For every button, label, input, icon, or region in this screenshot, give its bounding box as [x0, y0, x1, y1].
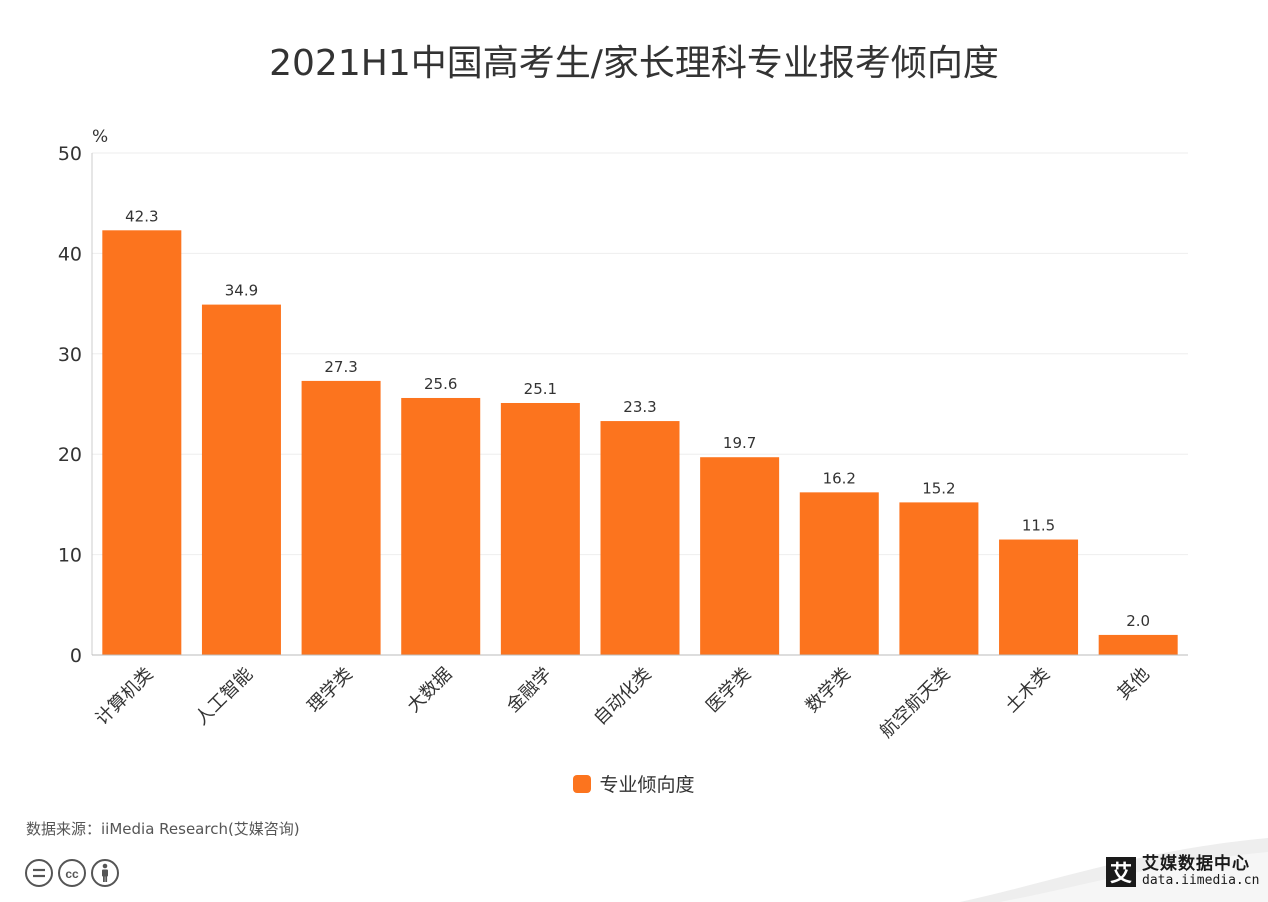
value-labels: 42.3 34.9 27.3 25.6 25.1 23.3 19.7 16.2 15.2 11.5…	[125, 207, 1150, 630]
value-label: 42.3	[125, 207, 158, 225]
x-tick-label: 计算机类	[92, 664, 158, 730]
x-tick-label: 数学类	[802, 664, 855, 717]
logo-url: data.iimedia.cn	[1142, 872, 1260, 888]
y-axis-ticks: 0 10 20 30 40 50	[58, 143, 82, 667]
x-tick-label: 金融学	[503, 664, 556, 717]
x-tick-label: 大数据	[403, 664, 456, 717]
legend-swatch	[573, 774, 592, 793]
bar	[999, 539, 1079, 655]
svg-text:cc: cc	[65, 867, 79, 881]
value-label: 27.3	[324, 358, 357, 376]
y-axis-unit: %	[92, 127, 108, 147]
brand-logo: 艾 艾媒数据中心 data.iimedia.cn	[1106, 854, 1260, 888]
value-label: 23.3	[623, 398, 656, 416]
x-tick-label: 其他	[1113, 664, 1153, 704]
legend: 专业倾向度	[0, 770, 1268, 797]
legend-label: 专业倾向度	[599, 774, 695, 796]
value-label: 25.6	[424, 375, 457, 393]
value-label: 34.9	[225, 282, 258, 300]
value-label: 11.5	[1022, 517, 1055, 535]
logo-name: 艾媒数据中心	[1142, 854, 1250, 874]
value-label: 15.2	[922, 479, 955, 497]
y-tick-label: 0	[70, 645, 82, 667]
value-label: 16.2	[823, 469, 856, 487]
bar	[1098, 634, 1178, 655]
y-tick-label: 50	[58, 143, 82, 165]
y-tick-label: 40	[58, 243, 82, 265]
license-icons: cc	[25, 859, 119, 887]
person-icon	[91, 859, 119, 887]
x-tick-label: 自动化类	[590, 664, 656, 730]
x-tick-label: 理学类	[304, 664, 357, 717]
bar	[301, 380, 381, 655]
x-tick-label: 航空航天类	[876, 664, 954, 742]
cc-icon: cc	[58, 859, 86, 887]
equals-icon	[25, 859, 53, 887]
x-tick-label: 土木类	[1001, 664, 1054, 717]
bar	[401, 397, 481, 655]
bar	[102, 230, 182, 656]
bar	[700, 457, 780, 655]
logo-mark-icon: 艾	[1106, 856, 1136, 887]
y-tick-label: 20	[58, 444, 82, 466]
value-label: 25.1	[524, 380, 557, 398]
bar	[201, 304, 281, 655]
x-axis-labels: 计算机类 人工智能 理学类 大数据 金融学 自动化类 医学类 数学类 航空航天类 土木类 其他	[92, 664, 1154, 742]
bar	[500, 402, 580, 655]
bar	[899, 502, 979, 655]
y-tick-label: 10	[58, 545, 82, 567]
source-note: 数据来源：iiMedia Research(艾媒咨询)	[26, 820, 300, 838]
bar	[799, 492, 879, 655]
y-tick-label: 30	[58, 344, 82, 366]
x-tick-label: 人工智能	[191, 664, 257, 730]
chart-title: 2021H1中国高考生/家长理科专业报考倾向度	[269, 43, 999, 84]
value-label: 19.7	[723, 434, 756, 452]
bar	[600, 421, 680, 655]
bar-chart: % 0 10 20 30 40 50 42.3 34.9 27.3 25.6 25.1 23.3 19…	[58, 127, 1188, 742]
value-label: 2.0	[1126, 612, 1150, 630]
x-tick-label: 医学类	[702, 664, 755, 717]
bars	[102, 230, 1178, 656]
